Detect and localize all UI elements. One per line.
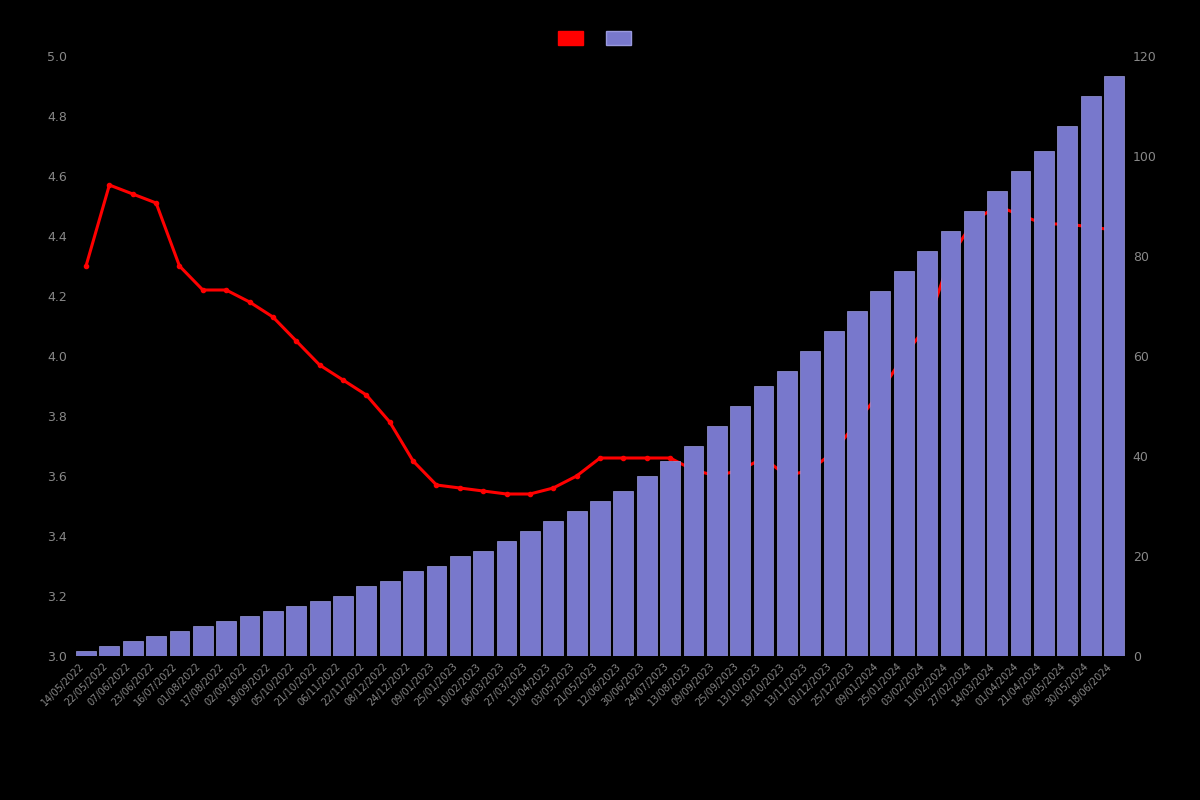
Bar [403, 571, 424, 656]
Bar [450, 556, 469, 656]
Bar [988, 191, 1007, 656]
Bar [894, 271, 913, 656]
Bar [240, 616, 259, 656]
Bar [100, 646, 119, 656]
Bar [847, 311, 866, 656]
Bar [1057, 126, 1078, 656]
Bar [356, 586, 377, 656]
Bar [566, 511, 587, 656]
Bar [684, 446, 703, 656]
Bar [637, 476, 656, 656]
Bar [520, 531, 540, 656]
Bar [473, 551, 493, 656]
Bar [917, 251, 937, 656]
Bar [146, 636, 166, 656]
Bar [76, 651, 96, 656]
Bar [216, 621, 236, 656]
Bar [310, 601, 330, 656]
Bar [776, 371, 797, 656]
Bar [941, 231, 960, 656]
Bar [497, 541, 516, 656]
Bar [1010, 171, 1031, 656]
Bar [754, 386, 774, 656]
Bar [193, 626, 212, 656]
Bar [1081, 96, 1100, 656]
Bar [613, 491, 634, 656]
Bar [426, 566, 446, 656]
Bar [287, 606, 306, 656]
Bar [660, 461, 680, 656]
Bar [707, 426, 727, 656]
Bar [122, 641, 143, 656]
Legend: , : , [554, 27, 646, 50]
Bar [823, 331, 844, 656]
Bar [1104, 76, 1124, 656]
Bar [380, 581, 400, 656]
Bar [590, 501, 610, 656]
Bar [263, 611, 283, 656]
Bar [544, 521, 563, 656]
Bar [870, 291, 890, 656]
Bar [800, 351, 820, 656]
Bar [169, 631, 190, 656]
Bar [334, 596, 353, 656]
Bar [1034, 151, 1054, 656]
Bar [731, 406, 750, 656]
Bar [964, 211, 984, 656]
